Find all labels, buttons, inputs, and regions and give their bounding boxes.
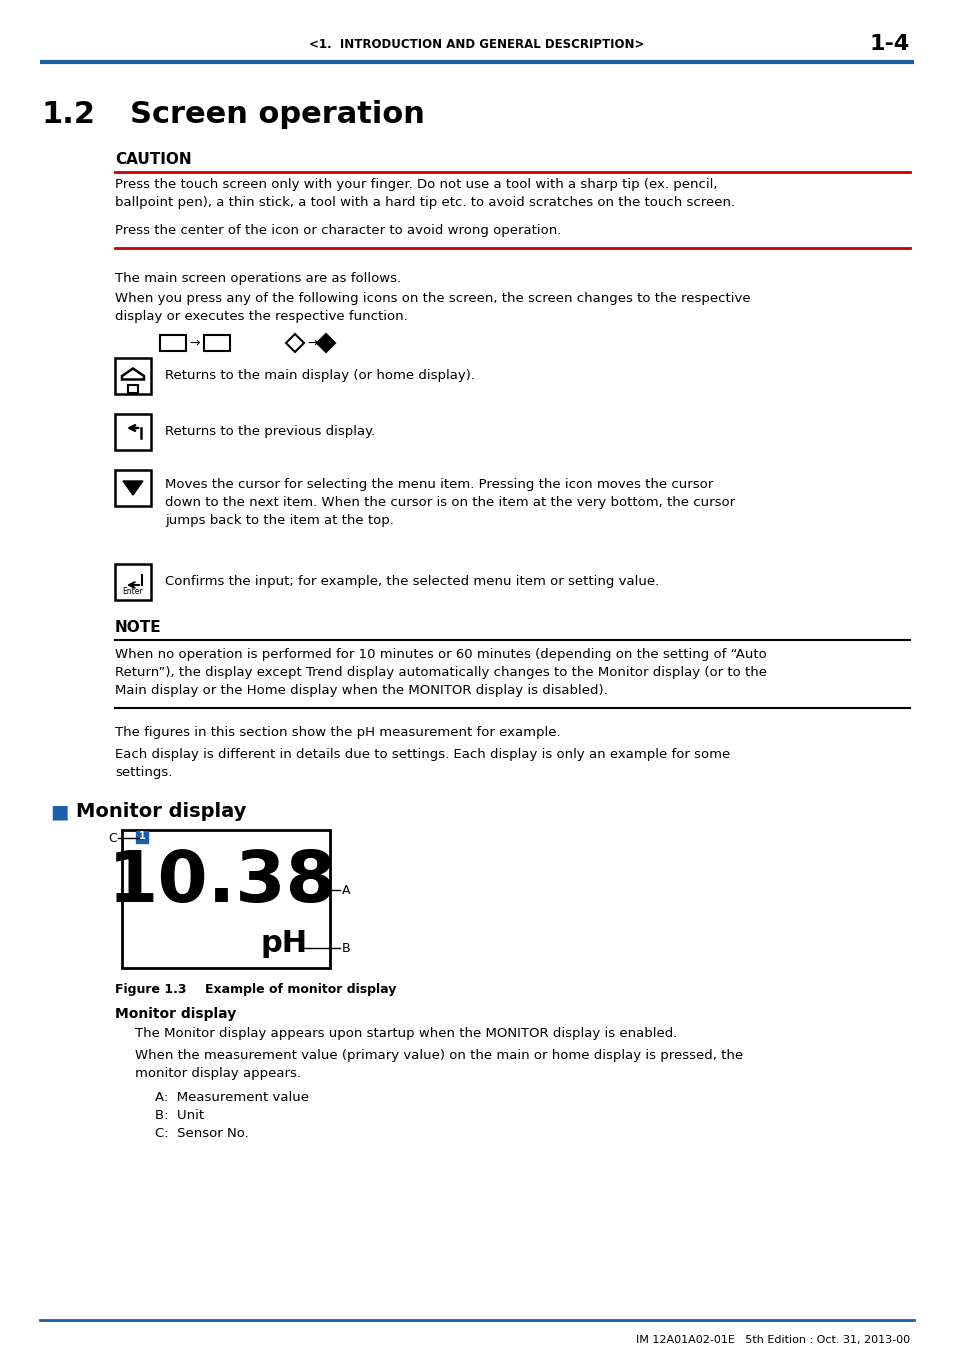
Text: Each display is different in details due to settings. Each display is only an ex: Each display is different in details due… xyxy=(115,748,729,779)
Text: A:  Measurement value: A: Measurement value xyxy=(154,1091,309,1104)
Bar xyxy=(204,335,230,351)
Text: C: C xyxy=(108,832,117,845)
Text: The Monitor display appears upon startup when the MONITOR display is enabled.: The Monitor display appears upon startup… xyxy=(135,1027,677,1040)
Text: NOTE: NOTE xyxy=(115,620,161,634)
Bar xyxy=(115,564,151,599)
Text: <1.  INTRODUCTION AND GENERAL DESCRIPTION>: <1. INTRODUCTION AND GENERAL DESCRIPTION… xyxy=(309,38,644,50)
Bar xyxy=(136,832,148,842)
Text: C:  Sensor No.: C: Sensor No. xyxy=(154,1127,249,1139)
Text: →: → xyxy=(189,336,199,350)
Bar xyxy=(160,335,186,351)
Text: IM 12A01A02-01E   5th Edition : Oct. 31, 2013-00: IM 12A01A02-01E 5th Edition : Oct. 31, 2… xyxy=(636,1335,909,1345)
Text: A: A xyxy=(341,883,350,896)
Text: Returns to the main display (or home display).: Returns to the main display (or home dis… xyxy=(165,370,475,382)
Polygon shape xyxy=(123,481,143,495)
Text: CAUTION: CAUTION xyxy=(115,153,192,167)
Text: Confirms the input; for example, the selected menu item or setting value.: Confirms the input; for example, the sel… xyxy=(165,575,659,589)
Text: The main screen operations are as follows.: The main screen operations are as follow… xyxy=(115,271,400,285)
Text: 1: 1 xyxy=(138,832,145,841)
Text: 10.38: 10.38 xyxy=(108,848,335,917)
Text: Example of monitor display: Example of monitor display xyxy=(205,983,395,996)
Text: Press the center of the icon or character to avoid wrong operation.: Press the center of the icon or characte… xyxy=(115,224,560,238)
Text: When no operation is performed for 10 minutes or 60 minutes (depending on the se: When no operation is performed for 10 mi… xyxy=(115,648,766,697)
Bar xyxy=(115,358,151,394)
Text: The figures in this section show the pH measurement for example.: The figures in this section show the pH … xyxy=(115,726,560,738)
Text: Monitor display: Monitor display xyxy=(115,1007,236,1021)
Text: Returns to the previous display.: Returns to the previous display. xyxy=(165,425,375,439)
Text: Enter: Enter xyxy=(123,587,143,595)
Bar xyxy=(115,470,151,506)
Text: ■: ■ xyxy=(50,802,69,821)
Text: Screen operation: Screen operation xyxy=(130,100,424,130)
Text: →: → xyxy=(307,336,317,350)
Text: pH: pH xyxy=(260,929,308,958)
Polygon shape xyxy=(316,333,335,352)
Bar xyxy=(122,830,330,968)
Text: 1.2: 1.2 xyxy=(42,100,96,130)
Bar xyxy=(128,385,138,393)
Text: Monitor display: Monitor display xyxy=(76,802,246,821)
Text: B:  Unit: B: Unit xyxy=(154,1108,204,1122)
Text: When the measurement value (primary value) on the main or home display is presse: When the measurement value (primary valu… xyxy=(135,1049,742,1080)
Text: Moves the cursor for selecting the menu item. Pressing the icon moves the cursor: Moves the cursor for selecting the menu … xyxy=(165,478,735,526)
Text: B: B xyxy=(341,941,351,954)
Text: Figure 1.3: Figure 1.3 xyxy=(115,983,186,996)
Text: When you press any of the following icons on the screen, the screen changes to t: When you press any of the following icon… xyxy=(115,292,750,323)
Text: Press the touch screen only with your finger. Do not use a tool with a sharp tip: Press the touch screen only with your fi… xyxy=(115,178,735,209)
Text: 1-4: 1-4 xyxy=(869,34,909,54)
Bar xyxy=(115,414,151,450)
